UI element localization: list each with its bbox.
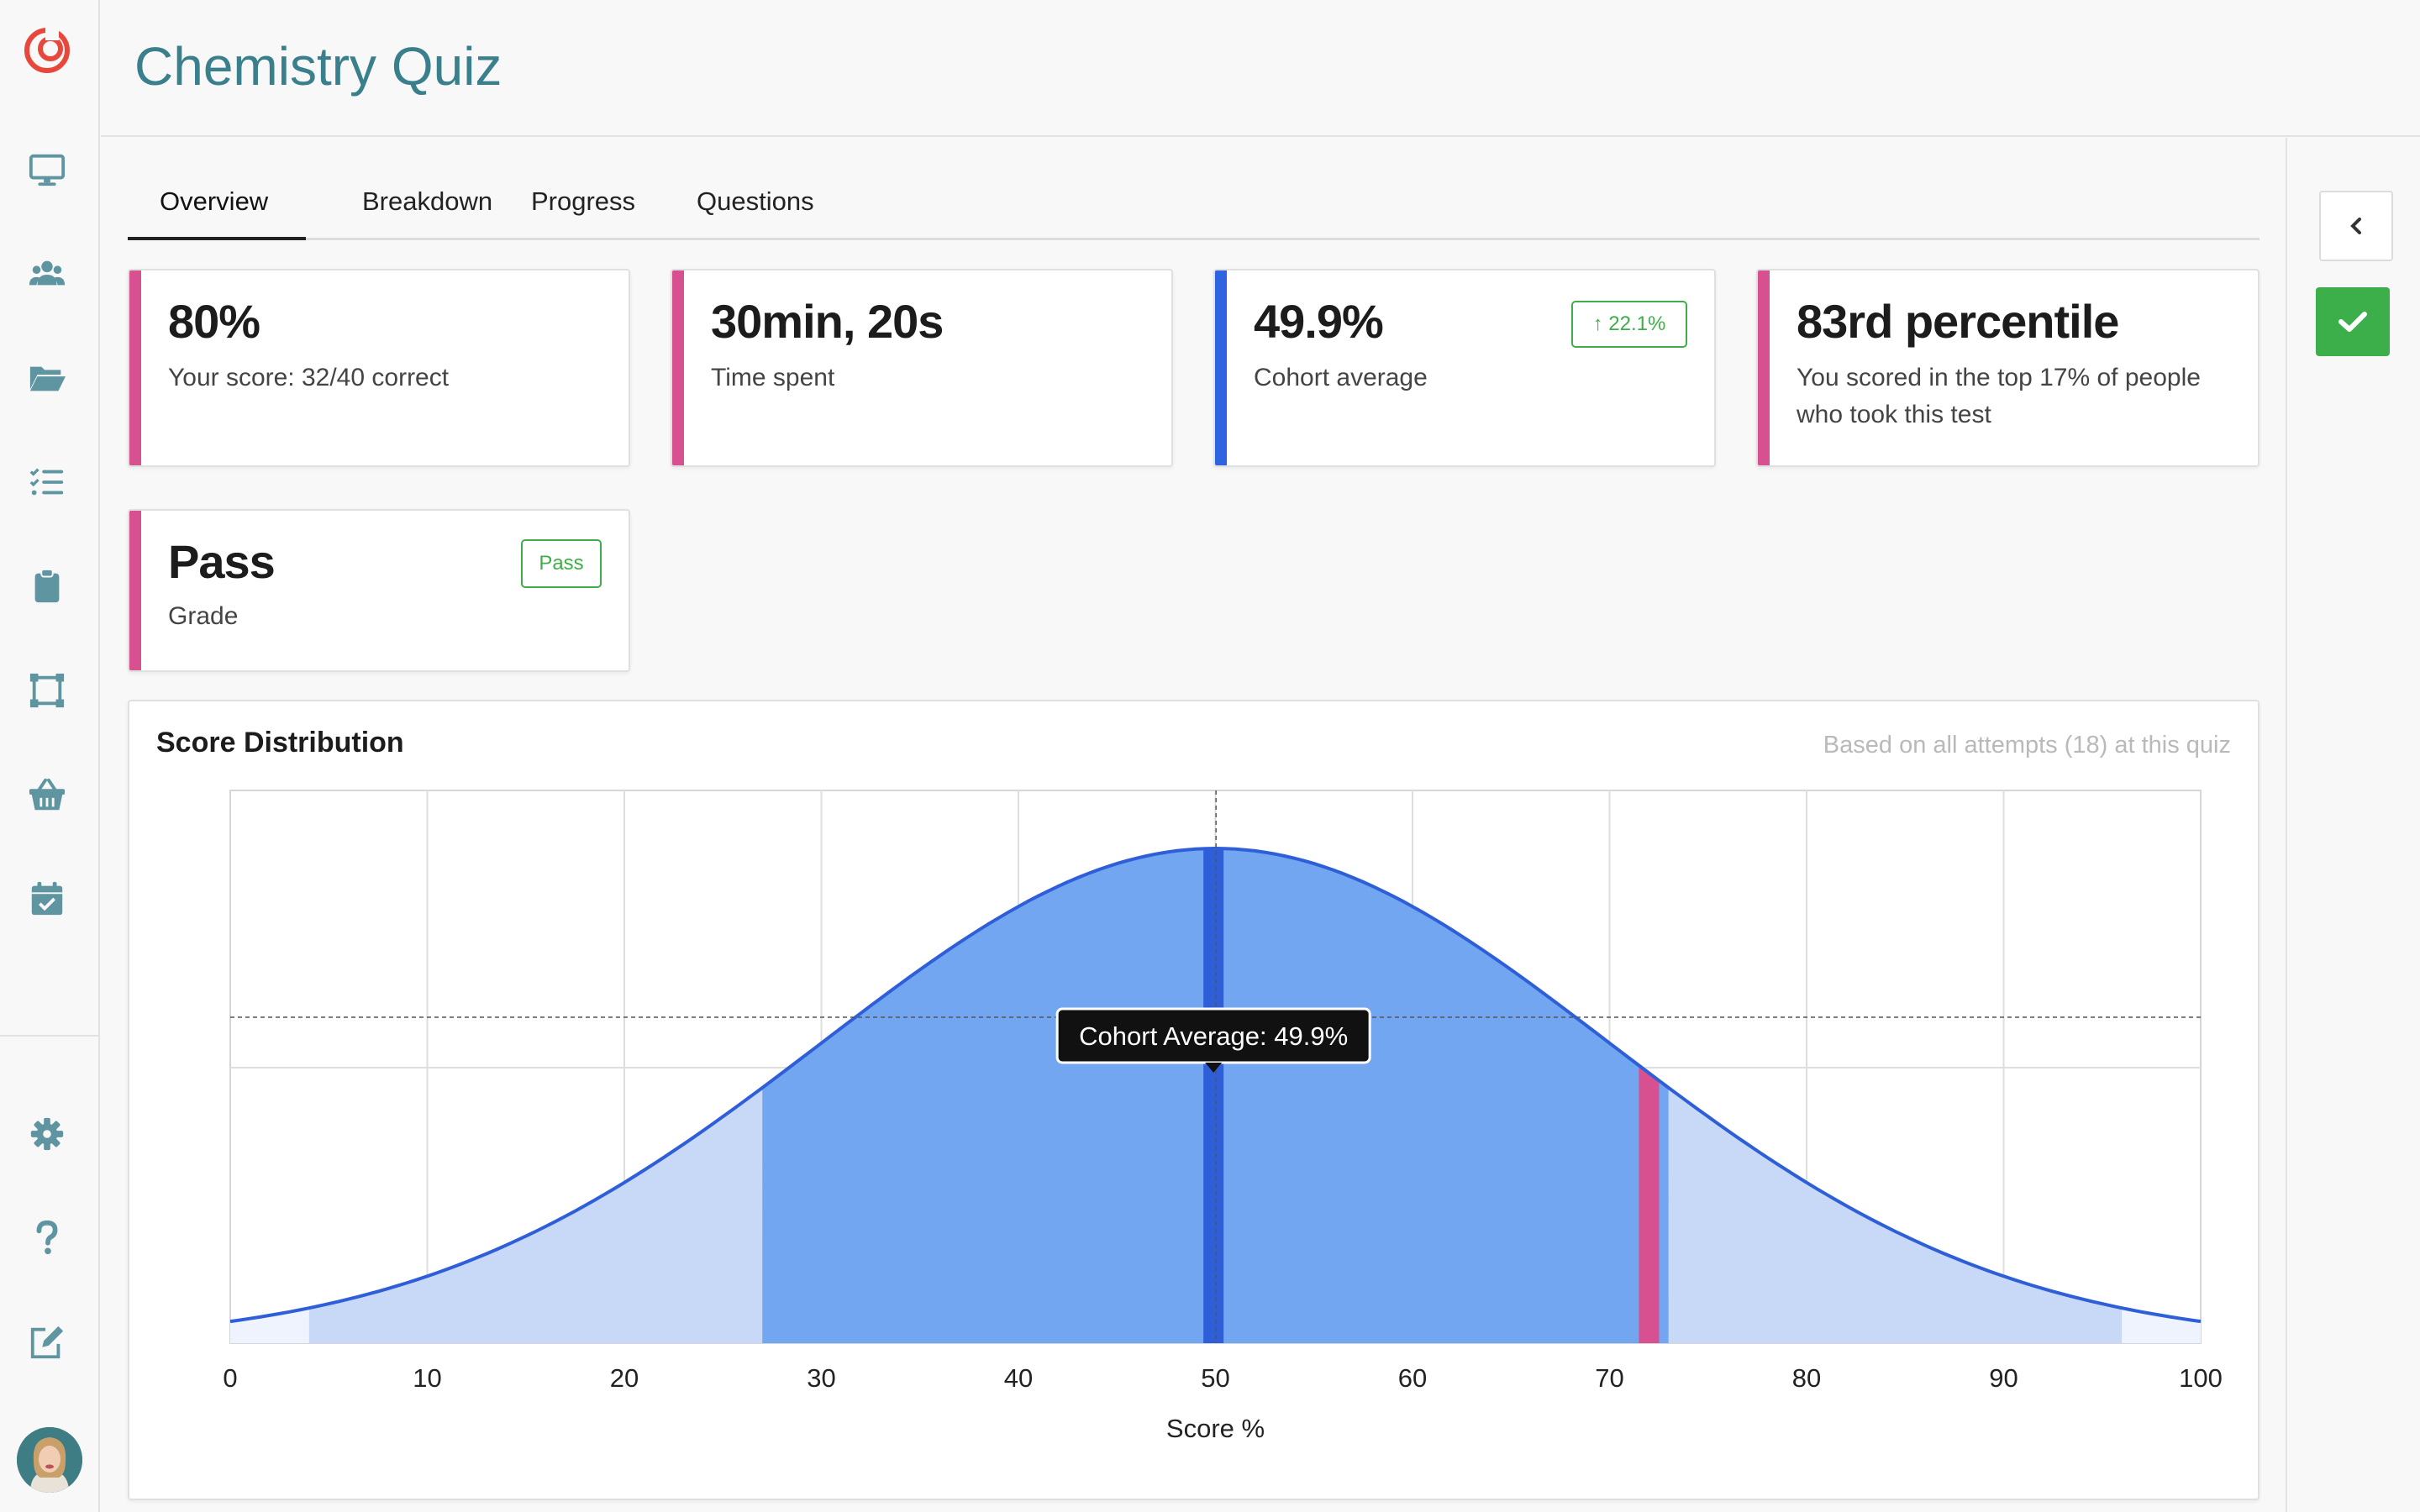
x-tick-label: 70: [1595, 1363, 1623, 1393]
tab-label: Progress: [531, 186, 636, 216]
cohort-delta-badge: ↑ 22.1%: [1571, 301, 1687, 348]
tab-overview[interactable]: Overview: [128, 180, 306, 240]
tab-label: Overview: [160, 186, 269, 216]
tab-progress[interactable]: Progress: [531, 180, 635, 240]
help-icon[interactable]: [25, 1216, 69, 1260]
your-score-marker: [1639, 1065, 1660, 1343]
grade-pass-badge: Pass: [521, 539, 602, 588]
cohort-value: 49.9%: [1254, 295, 1384, 348]
chart-note: Based on all attempts (18) at this quiz: [1823, 732, 2231, 759]
score-label: Your score: 32/40 correct: [168, 364, 450, 391]
card-accent-bar: [1215, 270, 1227, 465]
page-title: Chemistry Quiz: [134, 36, 502, 97]
time-value: 30min, 20s: [711, 295, 944, 348]
users-icon[interactable]: [25, 252, 69, 296]
cohort-label: Cohort average: [1254, 364, 1428, 391]
x-tick-label: 90: [1989, 1363, 2018, 1393]
tab-bar: Overview Breakdown Progress Questions: [128, 180, 2260, 240]
cohort-average-card: 49.9% Cohort average ↑ 22.1%: [1213, 269, 1716, 467]
grade-card: Pass Grade Pass: [128, 509, 630, 672]
app-logo-icon[interactable]: [22, 25, 72, 76]
x-tick-label: 0: [223, 1363, 237, 1393]
distribution-band-outer: [2122, 1308, 2201, 1343]
check-icon: [2338, 312, 2367, 332]
chart-tooltip-pointer: [1205, 1063, 1223, 1073]
tab-breakdown[interactable]: Breakdown: [362, 180, 492, 240]
percentile-value: 83rd percentile: [1797, 295, 2119, 348]
sidebar-divider: [0, 1035, 99, 1037]
collapse-panel-button[interactable]: [2319, 191, 2393, 261]
x-tick-label: 10: [413, 1363, 441, 1393]
main-content: Overview Breakdown Progress Questions 80…: [101, 138, 2286, 1512]
x-tick-label: 40: [1004, 1363, 1033, 1393]
score-value: 80%: [168, 295, 260, 348]
distribution-band-outer: [230, 1308, 309, 1343]
percentile-label: You scored in the top 17% of people who …: [1797, 364, 2201, 428]
card-accent-bar: [129, 511, 141, 670]
x-axis-label: Score %: [1166, 1414, 1265, 1443]
x-tick-label: 20: [610, 1363, 639, 1393]
clipboard-icon[interactable]: [25, 564, 69, 608]
chevron-left-icon: [2350, 218, 2361, 234]
card-accent-bar: [129, 270, 141, 465]
card-accent-bar: [1758, 270, 1770, 465]
score-distribution-panel: Score Distribution Based on all attempts…: [128, 700, 2260, 1500]
score-distribution-chart: 0 10 20 30 40 50 60 70 80 90 100 Score % Cohort Aver…: [223, 790, 2223, 1443]
x-tick-label: 80: [1792, 1363, 1821, 1393]
folder-open-icon[interactable]: [25, 356, 69, 400]
basket-icon[interactable]: [25, 773, 69, 816]
right-rail: [2286, 138, 2420, 1512]
percentile-card: 83rd percentile You scored in the top 17…: [1756, 269, 2260, 467]
monitor-icon[interactable]: [25, 148, 69, 192]
x-tick-label: 100: [2179, 1363, 2223, 1393]
x-tick-label: 60: [1398, 1363, 1427, 1393]
tab-label: Questions: [697, 186, 814, 216]
grade-label: Grade: [168, 602, 239, 630]
calendar-check-icon[interactable]: [25, 877, 69, 921]
tab-questions[interactable]: Questions: [697, 180, 814, 240]
page-header: Chemistry Quiz: [101, 0, 2420, 137]
distribution-curve: [229, 846, 2202, 1324]
chart-title: Score Distribution: [156, 727, 404, 759]
crop-frame-icon[interactable]: [25, 669, 69, 712]
chart-tooltip-text: Cohort Average: 49.9%: [1079, 1021, 1348, 1051]
edit-icon[interactable]: [25, 1320, 69, 1364]
card-accent-bar: [672, 270, 684, 465]
x-tick-label: 30: [807, 1363, 835, 1393]
avatar[interactable]: [17, 1427, 82, 1493]
x-tick-label: 50: [1201, 1363, 1229, 1393]
cohort-average-marker: [1203, 848, 1224, 1343]
time-label: Time spent: [711, 364, 835, 391]
grade-value: Pass: [168, 535, 276, 588]
time-spent-card: 30min, 20s Time spent: [671, 269, 1173, 467]
sidebar: [0, 0, 100, 1512]
gear-icon[interactable]: [25, 1112, 69, 1156]
confirm-button[interactable]: [2316, 287, 2390, 356]
tab-label: Breakdown: [362, 186, 493, 216]
score-card: 80% Your score: 32/40 correct: [128, 269, 630, 467]
checklist-icon[interactable]: [25, 460, 69, 504]
